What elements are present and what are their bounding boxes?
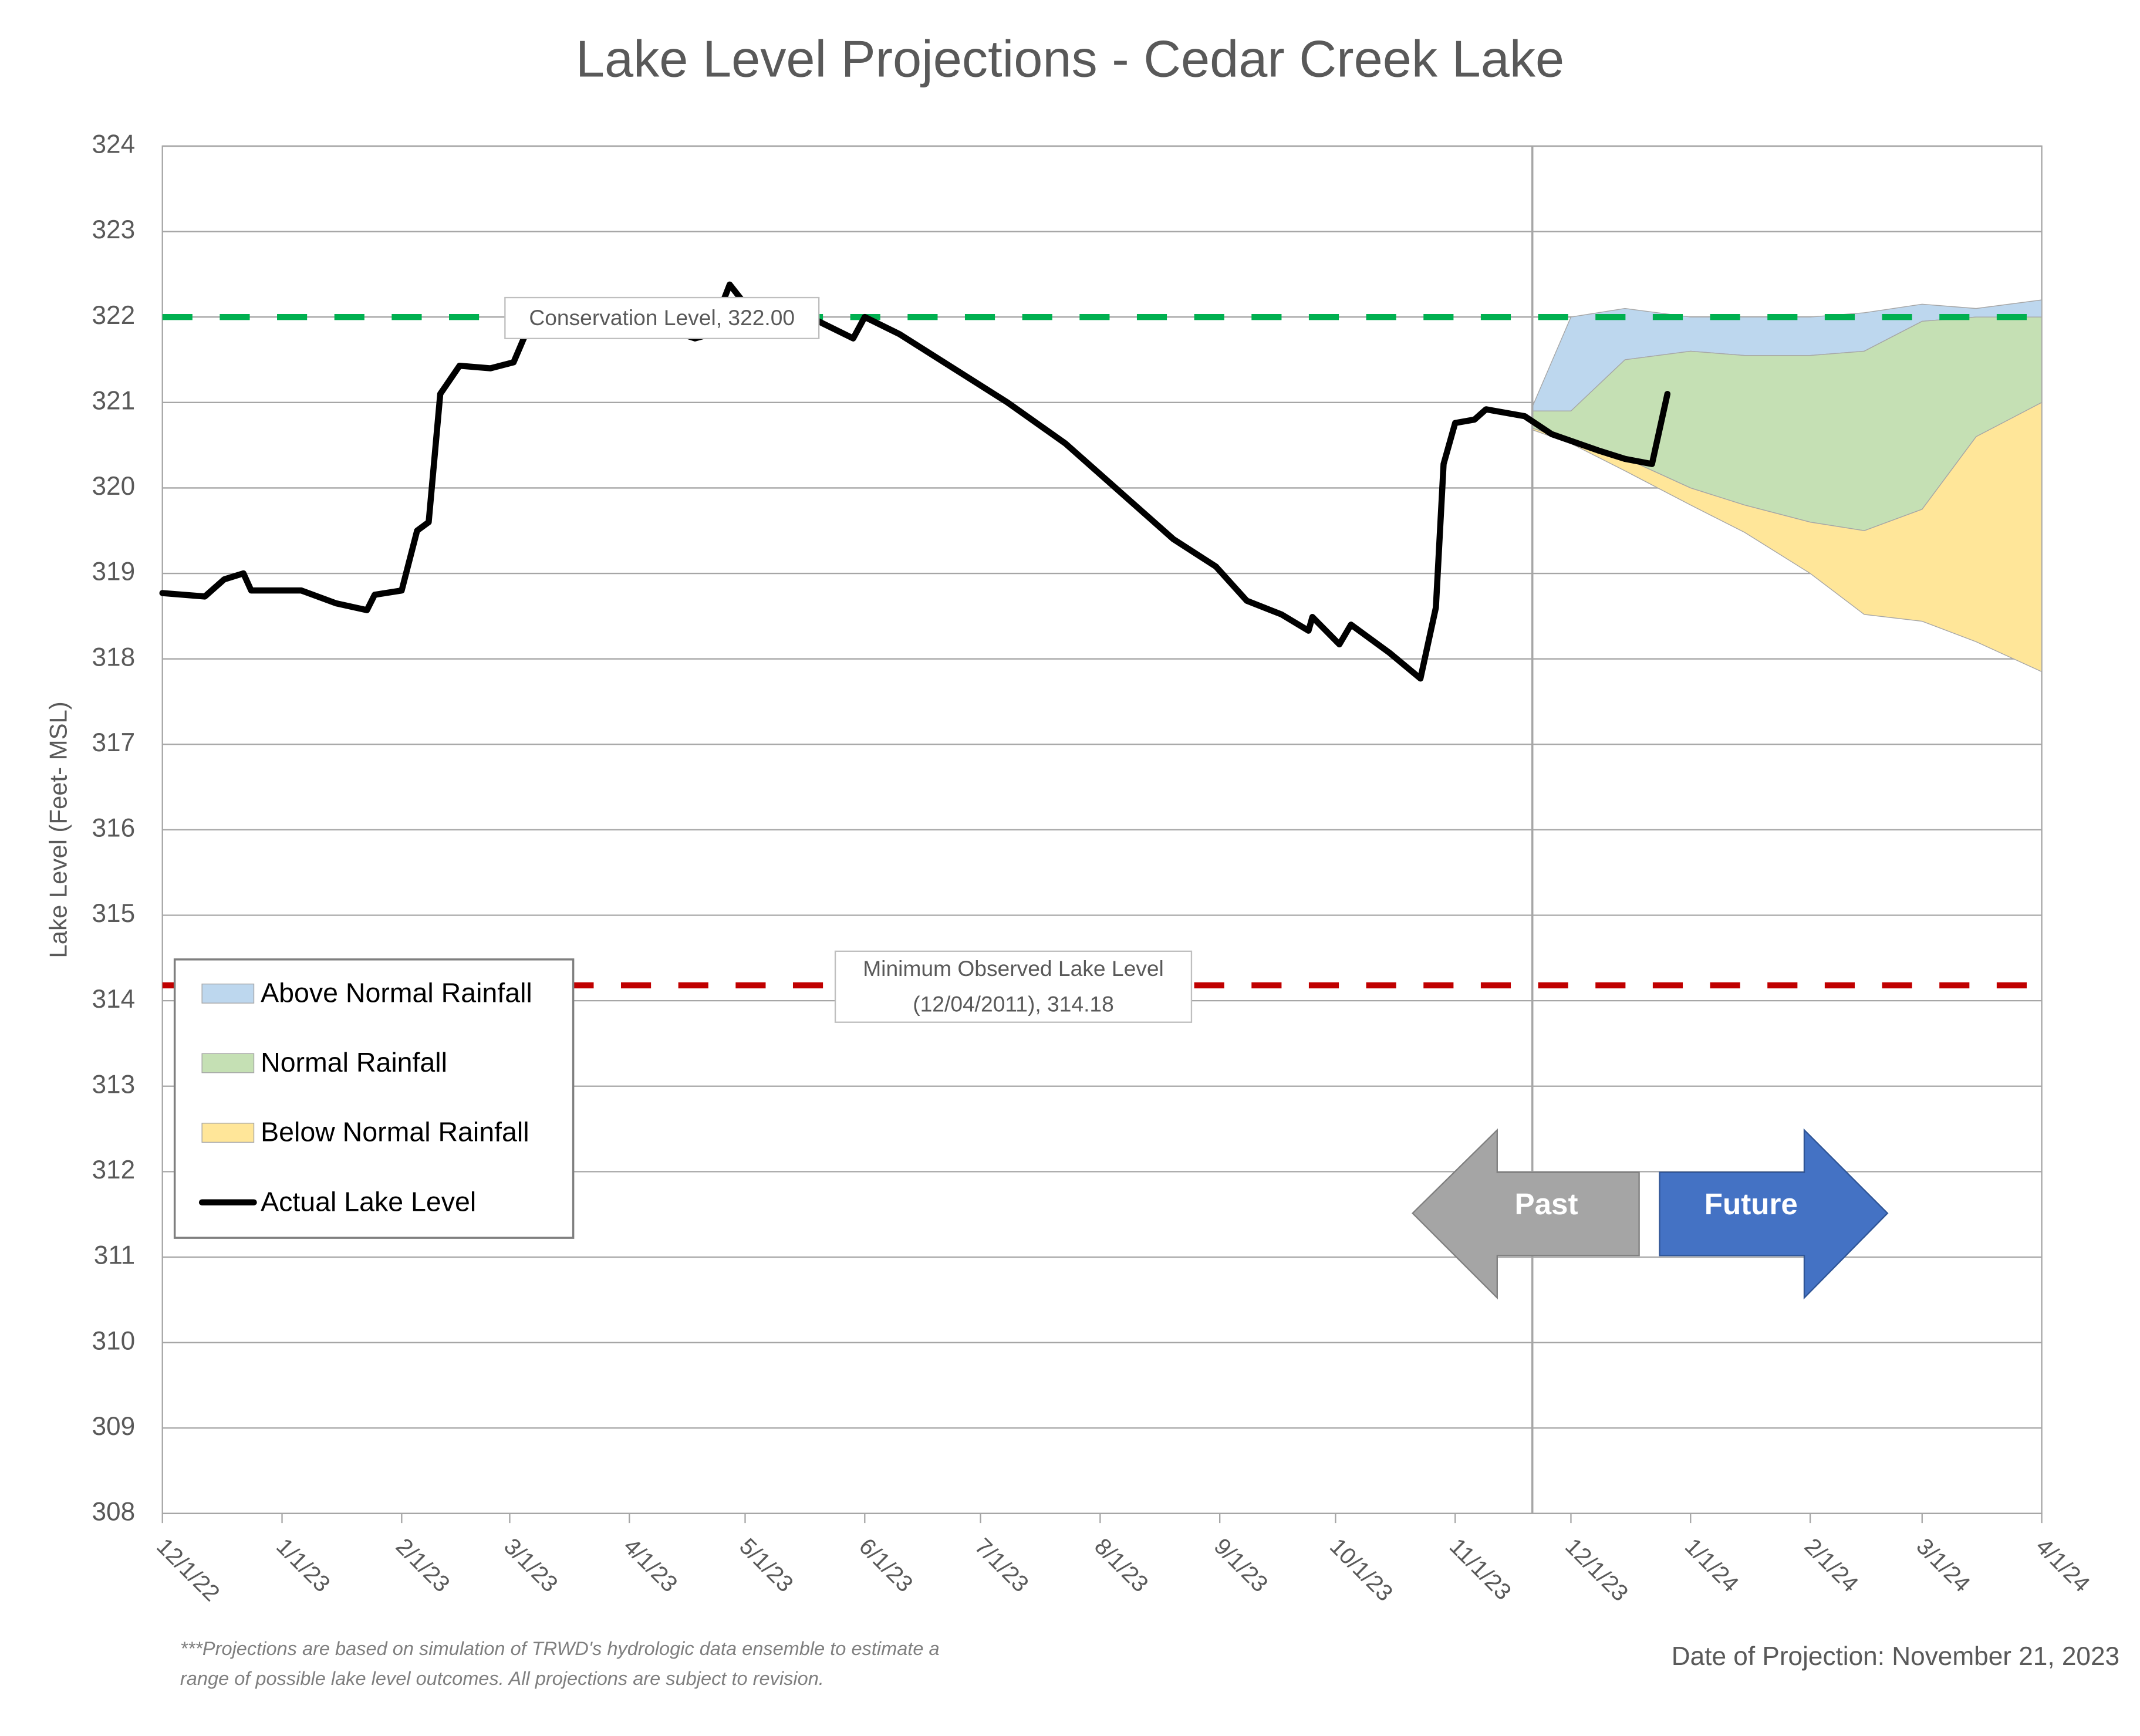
legend-swatch [201,1123,255,1143]
annotation-text: Conservation Level, 322.00 [529,305,795,330]
y-axis-label: Lake Level (Feet- MSL) [44,701,72,958]
actual-line [159,281,1671,682]
y-tick-label: 321 [92,386,136,415]
projection-band [1532,401,2043,673]
y-tick-label: 315 [92,899,136,928]
y-tick-label: 312 [92,1156,136,1184]
y-tick-label: 317 [92,728,136,757]
y-tick-label: 323 [92,215,136,244]
footnote: range of possible lake level outcomes. A… [180,1668,824,1689]
y-tick-label: 318 [92,643,136,671]
y-tick-label: 310 [92,1326,136,1355]
arrow-shape [1411,1128,1640,1300]
y-tick-label: 314 [92,985,136,1014]
y-tick-label: 320 [92,472,136,501]
y-tick-label: 316 [92,814,136,843]
legend-label: Normal Rainfall [261,1047,447,1078]
annotation-text: (12/04/2011), 314.18 [913,992,1114,1016]
legend: Above Normal Rainfall Normal Rainfall Belo… [173,958,575,1239]
legend-label: Above Normal Rainfall [261,978,532,1008]
y-tick-label: 322 [92,301,136,330]
footnote: ***Projections are based on simulation o… [180,1638,940,1659]
y-tick-label: 309 [92,1412,136,1441]
legend-label: Actual Lake Level [261,1186,476,1217]
annotation-box [504,296,820,339]
y-tick-label: 308 [92,1498,136,1526]
past-arrow: Past [1411,1128,1640,1300]
legend-box [173,958,575,1239]
future-arrow: Future [1659,1128,1889,1300]
arrow-label: Future [1704,1187,1798,1221]
projection-note: Date of Projection: November 21, 2023 [1672,1642,2119,1671]
chart-title: Lake Level Projections - Cedar Creek Lak… [576,29,1564,87]
y-tick-label: 319 [92,558,136,586]
y-tick-label: 324 [92,130,136,159]
plot-border [161,145,2043,1515]
annotation-text: Minimum Observed Lake Level [863,956,1164,981]
arrow-shape [1659,1128,1889,1300]
legend-label: Below Normal Rainfall [261,1117,529,1147]
arrow-label: Past [1514,1187,1578,1221]
y-tick-label: 313 [92,1070,136,1099]
y-tick-label: 311 [94,1241,135,1270]
legend-swatch [201,1053,255,1073]
legend-swatch [201,983,255,1004]
annotation-box [834,950,1193,1023]
